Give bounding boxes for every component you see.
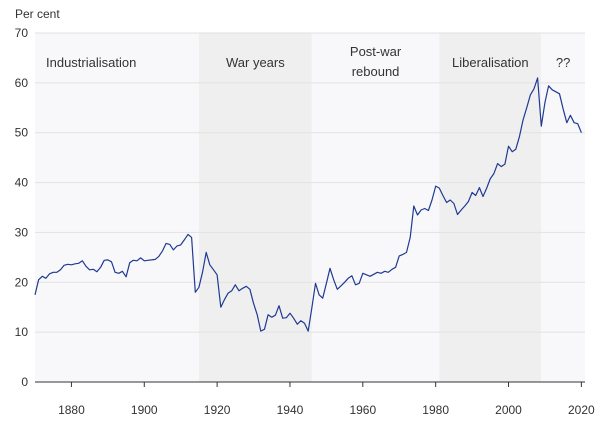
x-tick-label: 1940 <box>277 403 304 417</box>
era-band <box>541 33 585 382</box>
x-tick-label: 1920 <box>204 403 231 417</box>
y-tick-label: 70 <box>15 26 29 40</box>
y-tick-label: 50 <box>15 126 29 140</box>
y-axis-unit-label: Per cent <box>15 7 60 21</box>
x-tick-label: 1980 <box>422 403 449 417</box>
x-tick-label: 2000 <box>495 403 522 417</box>
era-label: rebound <box>352 64 400 79</box>
era-band <box>198 33 312 382</box>
x-tick-label: 1900 <box>131 403 158 417</box>
x-tick-label: 1880 <box>58 403 85 417</box>
era-band <box>439 33 542 382</box>
y-tick-label: 0 <box>21 375 28 389</box>
y-tick-label: 30 <box>15 225 29 239</box>
era-labels: Industrialisation War years Post-war reboun… <box>46 44 570 79</box>
era-label: Liberalisation <box>452 55 529 70</box>
era-bands <box>35 33 585 382</box>
x-tick-label: 2020 <box>568 403 595 417</box>
y-tick-label: 40 <box>15 176 29 190</box>
era-label: Industrialisation <box>46 55 136 70</box>
y-tick-label: 20 <box>15 275 29 289</box>
era-label: War years <box>226 55 285 70</box>
y-tick-label: 60 <box>15 76 29 90</box>
axes: 0 10 20 30 40 50 60 70 1880 1900 1920 1940 1960 1980 2… <box>15 26 595 417</box>
series-line <box>34 77 582 332</box>
series-group <box>34 77 582 332</box>
grid-lines <box>35 32 585 333</box>
x-tick-label: 1960 <box>349 403 376 417</box>
y-tick-label: 10 <box>15 325 29 339</box>
era-label: Post-war <box>350 44 402 59</box>
era-band <box>35 33 199 382</box>
era-band <box>311 33 440 382</box>
era-label: ?? <box>556 55 570 70</box>
